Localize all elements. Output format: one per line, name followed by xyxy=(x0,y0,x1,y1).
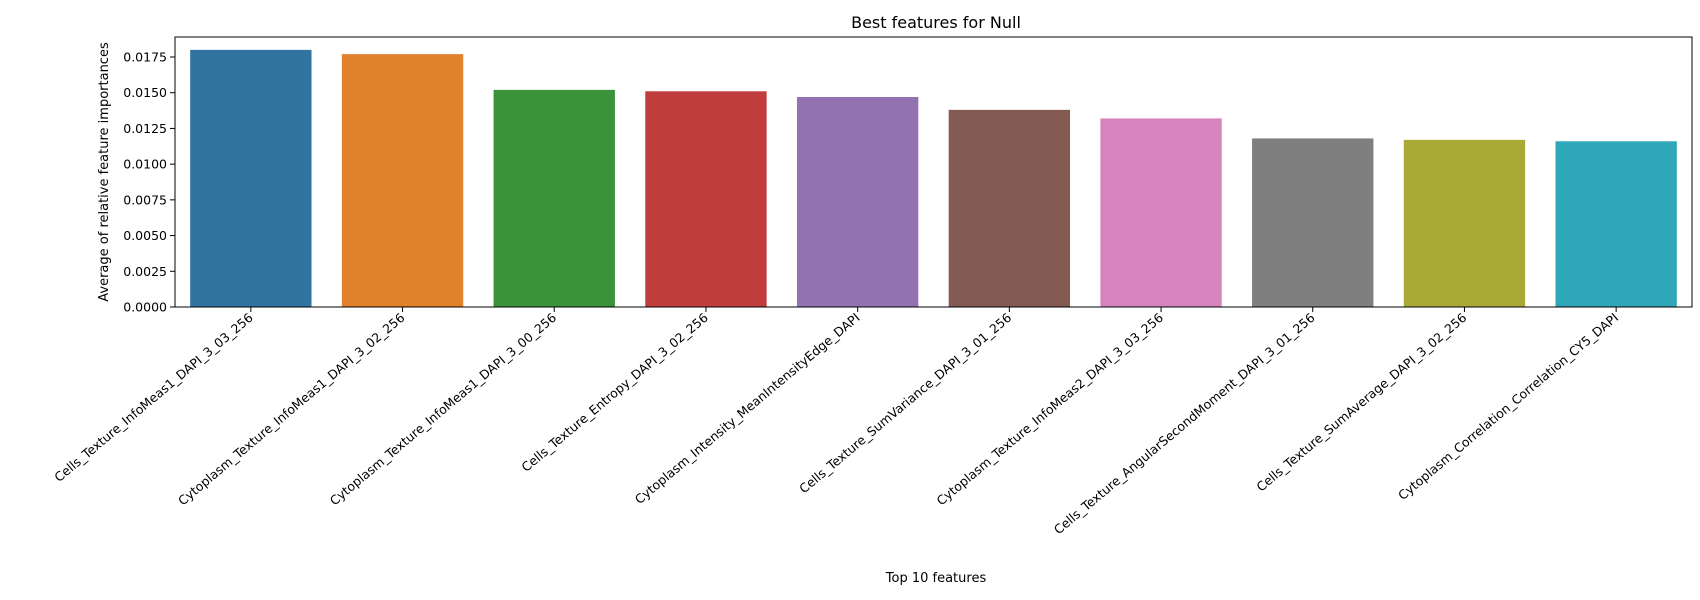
y-tick-label: 0.0050 xyxy=(123,228,167,243)
bar-2 xyxy=(341,54,464,307)
bar-4 xyxy=(645,91,767,307)
x-axis-label: Top 10 features xyxy=(885,571,987,586)
bar-3 xyxy=(493,89,615,307)
bar-7 xyxy=(1100,118,1222,308)
y-tick-label: 0.0150 xyxy=(123,85,167,100)
chart-title: Best features for Null xyxy=(851,13,1021,32)
y-tick-label: 0.0000 xyxy=(123,300,167,315)
y-tick-label: 0.0025 xyxy=(123,264,167,279)
x-tick-label: Cells_Texture_AngularSecondMoment_DAPI_3… xyxy=(1051,310,1318,537)
y-tick-label: 0.0125 xyxy=(123,121,167,136)
y-axis-ticks: 0.0000 0.0025 0.0050 0.0075 0.0100 0.0125 0.01… xyxy=(123,50,175,315)
bar-9 xyxy=(1403,139,1526,307)
x-axis-ticks: Cells_Texture_InfoMeas1_DAPI_3_03_256Cyt… xyxy=(51,307,1621,537)
bar-6 xyxy=(948,109,1071,307)
y-axis-label: Average of relative feature importances xyxy=(97,42,112,302)
x-tick-label: Cells_Texture_Entropy_DAPI_3_02_256 xyxy=(518,310,710,475)
bars-group xyxy=(190,49,1677,308)
y-tick-label: 0.0100 xyxy=(123,157,167,172)
bar-8 xyxy=(1252,138,1374,307)
y-tick-label: 0.0175 xyxy=(123,50,167,65)
bar-1 xyxy=(190,49,312,308)
plot-frame xyxy=(174,36,1693,308)
bar-5 xyxy=(796,97,919,307)
y-tick-label: 0.0075 xyxy=(123,192,167,207)
bar-10 xyxy=(1555,141,1677,307)
